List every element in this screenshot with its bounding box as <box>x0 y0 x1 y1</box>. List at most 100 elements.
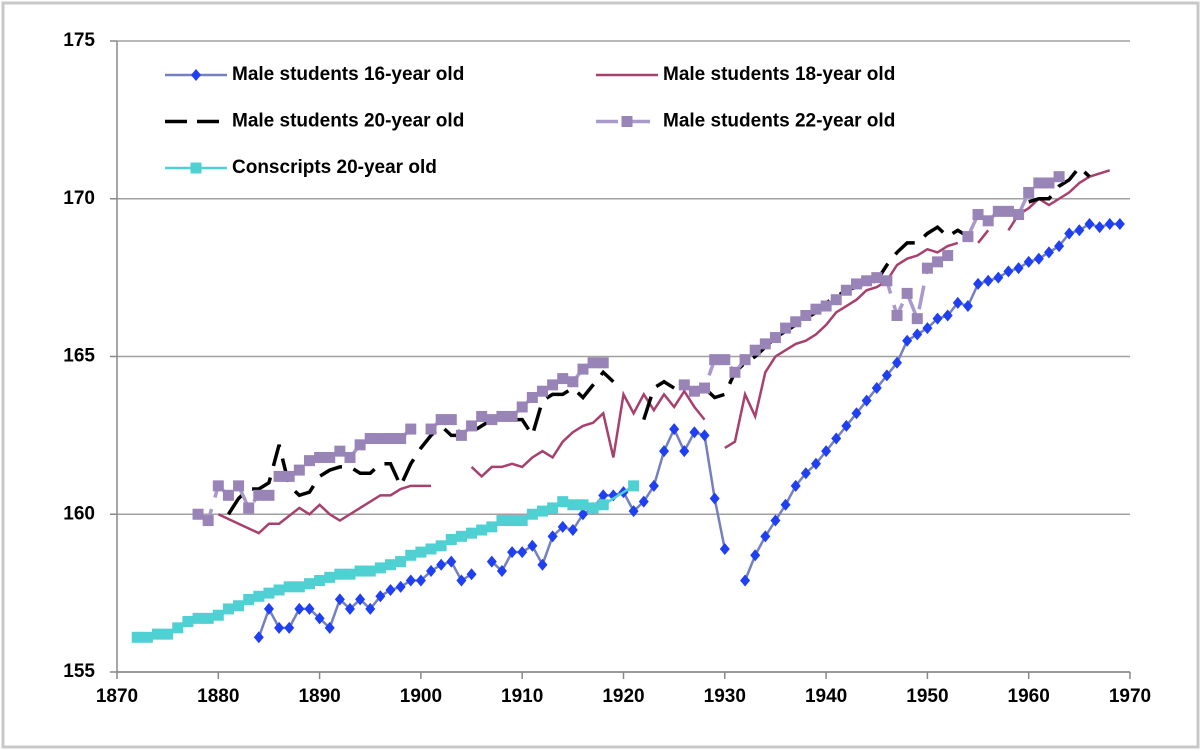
data-point <box>192 508 204 520</box>
data-point <box>1064 227 1075 240</box>
data-point <box>547 530 558 543</box>
data-point <box>911 313 923 325</box>
data-point <box>729 366 741 378</box>
data-point <box>669 423 680 436</box>
data-point <box>222 489 234 501</box>
legend-label: Conscripts 20-year old <box>232 157 437 178</box>
data-point <box>962 231 974 243</box>
data-point <box>537 558 548 571</box>
data-point <box>1002 205 1014 217</box>
data-point <box>800 467 811 480</box>
y-tick-label: 165 <box>63 346 95 367</box>
data-point <box>516 515 528 527</box>
data-point <box>739 354 751 366</box>
y-tick-label: 160 <box>63 503 95 524</box>
data-point <box>769 332 781 344</box>
data-point <box>273 470 285 482</box>
data-point <box>780 322 792 334</box>
data-point <box>587 502 599 514</box>
data-point <box>324 621 335 634</box>
data-point <box>202 612 214 624</box>
x-tick-label: 1920 <box>602 686 644 707</box>
data-point <box>709 492 720 505</box>
data-point <box>476 524 488 536</box>
data-point <box>1003 265 1014 278</box>
data-point <box>314 612 325 625</box>
data-point <box>344 568 356 580</box>
data-point <box>983 274 994 287</box>
data-point <box>810 457 821 470</box>
data-point <box>659 445 670 458</box>
data-point <box>678 379 690 391</box>
data-point <box>689 426 700 439</box>
data-point <box>182 616 194 628</box>
data-point <box>861 275 873 287</box>
data-point <box>445 533 457 545</box>
data-point <box>881 369 892 382</box>
data-point <box>1033 177 1045 189</box>
y-tick-label: 170 <box>63 188 95 209</box>
data-point <box>334 593 345 606</box>
data-point <box>597 499 609 511</box>
y-tick-label: 155 <box>63 661 95 682</box>
data-point <box>881 275 893 287</box>
data-point <box>283 581 295 593</box>
data-point <box>1013 209 1025 221</box>
data-point <box>1043 177 1055 189</box>
data-point <box>1023 186 1035 198</box>
data-point <box>314 451 326 463</box>
data-point <box>850 278 862 290</box>
data-point <box>466 568 477 581</box>
data-point <box>496 410 508 422</box>
y-tick-label: 175 <box>63 30 95 51</box>
data-point <box>303 578 315 590</box>
data-point <box>364 433 376 445</box>
data-point <box>344 451 356 463</box>
data-point <box>405 549 417 561</box>
data-point <box>466 527 478 539</box>
legend-marker <box>190 162 202 174</box>
data-point <box>587 357 599 369</box>
x-tick-label: 1930 <box>704 686 746 707</box>
data-point <box>567 524 578 537</box>
data-point <box>1023 255 1034 268</box>
data-point <box>759 338 771 350</box>
data-point <box>1043 246 1054 259</box>
legend-marker <box>621 116 633 127</box>
data-point <box>304 602 315 615</box>
data-point <box>526 392 538 404</box>
data-point <box>222 603 234 615</box>
data-point <box>426 565 437 578</box>
data-point <box>1013 262 1024 275</box>
data-point <box>922 322 933 335</box>
data-point <box>1074 224 1085 237</box>
data-point <box>749 344 761 356</box>
data-point <box>456 574 467 587</box>
data-point <box>385 559 397 571</box>
data-point <box>577 499 589 511</box>
data-point <box>365 602 376 615</box>
data-point <box>992 205 1004 217</box>
data-point <box>445 414 457 426</box>
data-point <box>577 508 588 521</box>
data-point <box>263 587 275 599</box>
data-point <box>841 419 852 432</box>
data-point <box>1084 217 1095 230</box>
data-point <box>1094 221 1105 234</box>
data-point <box>486 414 498 426</box>
data-point <box>902 334 913 347</box>
data-point <box>355 593 366 606</box>
data-point <box>1054 240 1065 253</box>
data-point <box>912 328 923 341</box>
data-point <box>354 565 366 577</box>
data-point <box>253 489 265 501</box>
data-point <box>415 546 427 558</box>
data-point <box>395 580 406 593</box>
data-point <box>253 631 264 644</box>
data-point <box>871 272 883 284</box>
data-point <box>831 432 842 445</box>
data-point <box>688 385 700 397</box>
